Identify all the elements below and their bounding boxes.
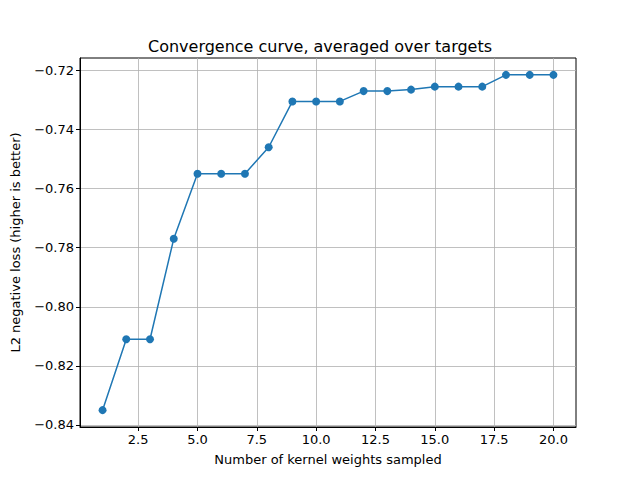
svg-text:7.5: 7.5 — [246, 432, 267, 447]
svg-text:12.5: 12.5 — [361, 432, 390, 447]
svg-text:Number of kernel weights sampl: Number of kernel weights sampled — [214, 452, 441, 467]
svg-text:Convergence curve, averaged ov: Convergence curve, averaged over targets — [148, 37, 492, 56]
svg-text:−0.78: −0.78 — [34, 240, 74, 255]
svg-text:−0.80: −0.80 — [34, 299, 74, 314]
svg-text:20.0: 20.0 — [539, 432, 568, 447]
svg-text:15.0: 15.0 — [420, 432, 449, 447]
svg-text:5.0: 5.0 — [187, 432, 208, 447]
svg-text:L2 negative loss (higher is be: L2 negative loss (higher is better) — [8, 132, 23, 352]
svg-text:−0.72: −0.72 — [34, 63, 74, 78]
svg-text:−0.82: −0.82 — [34, 358, 74, 373]
svg-text:10.0: 10.0 — [302, 432, 331, 447]
svg-text:−0.74: −0.74 — [34, 122, 74, 137]
svg-text:−0.76: −0.76 — [34, 181, 74, 196]
svg-text:2.5: 2.5 — [128, 432, 149, 447]
svg-text:−0.84: −0.84 — [34, 417, 74, 432]
svg-text:17.5: 17.5 — [480, 432, 509, 447]
